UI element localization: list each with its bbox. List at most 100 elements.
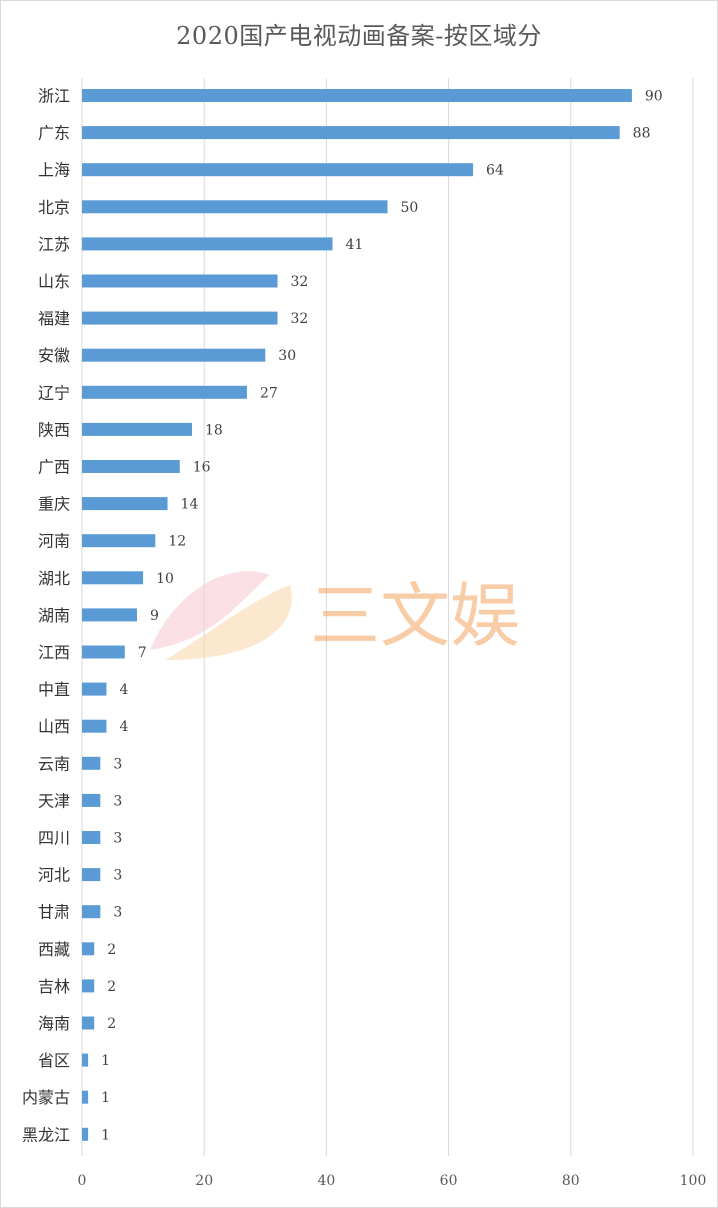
x-tick-label: 60	[440, 1173, 458, 1189]
category-label: 山西	[38, 717, 70, 736]
x-tick-label: 20	[195, 1173, 213, 1189]
bar	[82, 422, 192, 436]
category-label: 甘肃	[38, 903, 70, 922]
category-label: 福建	[38, 309, 70, 328]
category-label: 中直	[38, 680, 70, 699]
bar	[82, 237, 333, 251]
bar	[82, 497, 168, 511]
category-labels: 浙江广东上海北京江苏山东福建安徽辽宁陕西广西重庆河南湖北湖南江西中直山西云南天津…	[22, 87, 70, 1145]
value-label: 14	[181, 497, 199, 513]
x-tick-label: 0	[78, 1173, 87, 1189]
bar	[82, 719, 107, 733]
category-label: 西藏	[38, 940, 70, 959]
category-label: 河北	[38, 866, 70, 885]
value-label: 9	[150, 608, 159, 624]
bar	[82, 534, 156, 548]
bar	[82, 831, 101, 844]
bar	[82, 1127, 89, 1141]
value-label: 3	[113, 793, 122, 809]
value-label: 4	[119, 682, 128, 698]
category-label: 安徽	[38, 346, 70, 365]
category-label: 内蒙古	[22, 1088, 70, 1107]
category-label: 湖北	[38, 569, 70, 588]
x-tick-labels: 0 20 40 60 80 100	[78, 1173, 707, 1189]
category-label: 海南	[38, 1014, 70, 1033]
value-label: 7	[138, 645, 147, 661]
chart-title: 2020国产电视动画备案-按区域分	[176, 22, 542, 50]
x-tick-label: 40	[317, 1173, 335, 1189]
value-label: 16	[193, 460, 211, 476]
bar	[82, 126, 620, 140]
value-label: 2	[107, 942, 116, 958]
bars-group	[82, 89, 632, 1141]
category-label: 天津	[38, 791, 70, 810]
category-label: 省区	[38, 1051, 70, 1070]
bar	[82, 163, 474, 177]
value-label: 41	[346, 237, 364, 253]
bar	[82, 979, 95, 993]
category-label: 上海	[38, 161, 70, 180]
category-label: 江苏	[38, 235, 70, 254]
bar	[82, 942, 95, 956]
bar	[82, 311, 278, 325]
bar	[82, 571, 144, 585]
bar	[82, 793, 101, 807]
bar	[82, 89, 632, 102]
category-label: 河南	[38, 532, 70, 551]
bar	[82, 385, 247, 399]
bar	[82, 756, 101, 770]
bar	[82, 348, 266, 362]
bar	[82, 1053, 89, 1067]
bar	[82, 200, 388, 214]
category-label: 辽宁	[38, 383, 70, 402]
x-tick-label: 100	[680, 1173, 707, 1189]
value-label: 32	[291, 274, 309, 290]
value-label: 88	[633, 126, 651, 142]
category-label: 湖南	[38, 606, 70, 625]
value-label: 2	[107, 979, 116, 995]
bar	[82, 868, 101, 882]
value-label: 10	[156, 571, 174, 587]
watermark-petal-pink	[150, 571, 270, 650]
bar	[82, 1016, 95, 1030]
x-tick-label: 80	[562, 1173, 580, 1189]
category-label: 云南	[38, 754, 70, 773]
value-label: 64	[486, 163, 504, 179]
category-label: 黑龙江	[22, 1125, 70, 1144]
category-label: 陕西	[38, 420, 70, 439]
category-label: 浙江	[38, 87, 70, 106]
bar	[82, 905, 101, 919]
category-label: 四川	[38, 829, 70, 848]
value-labels: 9088645041323230271816141210974433333222…	[101, 89, 663, 1144]
category-label: 北京	[38, 198, 70, 217]
value-label: 32	[291, 311, 309, 327]
bar	[82, 274, 278, 288]
category-label: 江西	[38, 643, 70, 662]
bar	[82, 645, 125, 659]
watermark-text: 三文娱	[310, 575, 520, 657]
value-label: 2	[107, 1016, 116, 1032]
value-label: 1	[101, 1127, 110, 1143]
value-label: 1	[101, 1090, 110, 1106]
category-label: 山东	[38, 272, 70, 291]
value-label: 27	[260, 385, 278, 401]
bar	[82, 682, 107, 696]
value-label: 90	[645, 89, 663, 105]
value-label: 1	[101, 1053, 110, 1069]
value-label: 18	[205, 422, 223, 438]
bar	[82, 608, 137, 622]
value-label: 3	[113, 756, 122, 772]
value-label: 3	[113, 905, 122, 921]
category-label: 广东	[38, 124, 70, 143]
value-label: 12	[168, 534, 186, 550]
value-label: 30	[278, 348, 296, 364]
bar	[82, 460, 180, 473]
value-label: 3	[113, 868, 122, 884]
value-label: 3	[113, 831, 122, 847]
bar	[82, 1090, 89, 1104]
value-label: 4	[119, 719, 128, 735]
watermark-logo: 三文娱	[150, 571, 520, 660]
category-label: 重庆	[38, 495, 70, 514]
category-label: 吉林	[38, 977, 70, 996]
